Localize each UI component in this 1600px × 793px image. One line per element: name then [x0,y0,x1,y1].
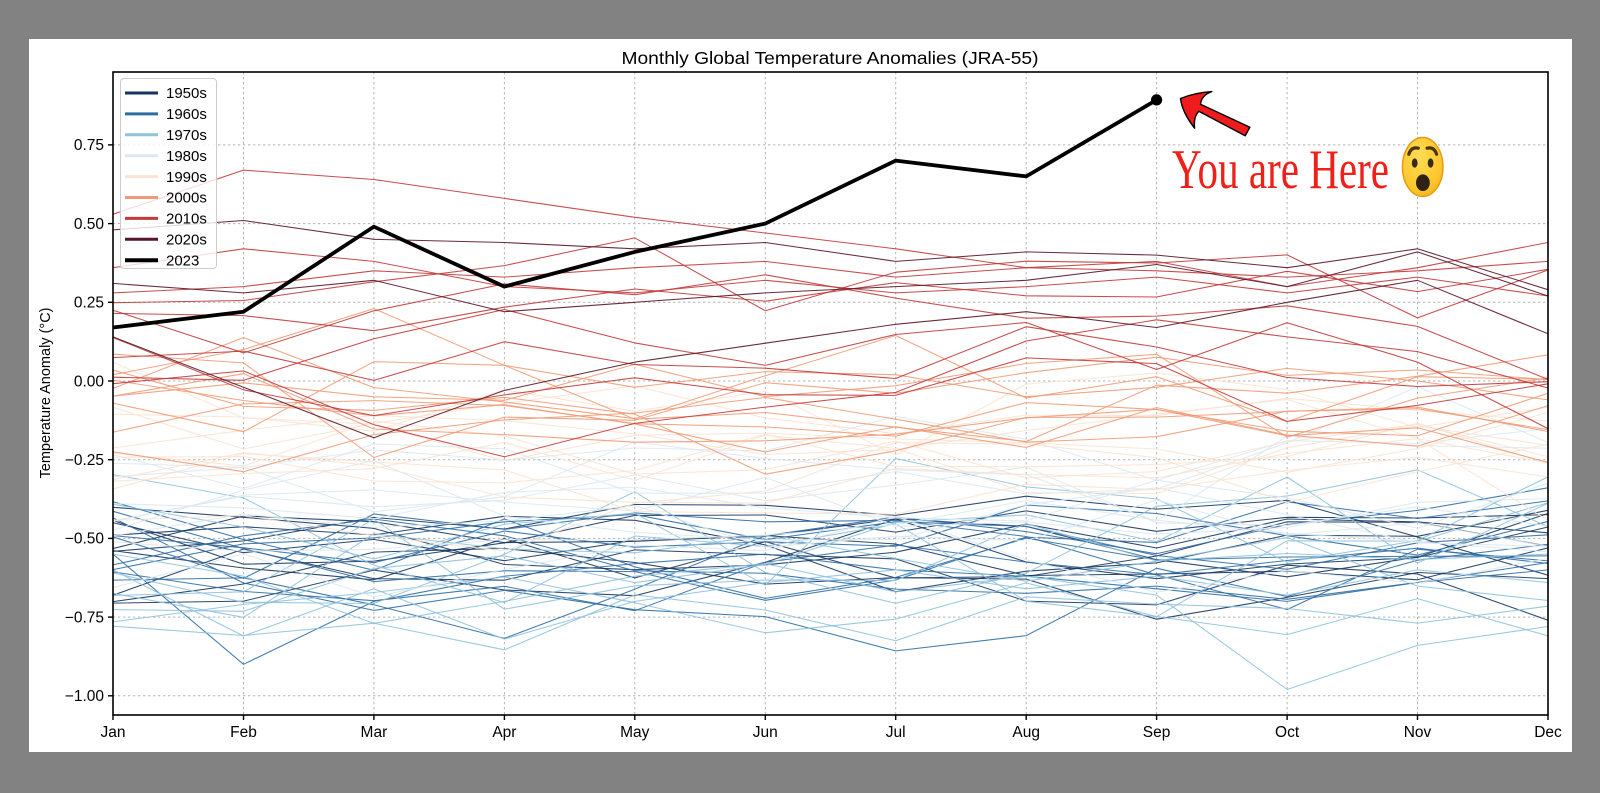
svg-text:1970s: 1970s [166,127,207,144]
svg-text:Sep: Sep [1143,724,1171,741]
svg-text:2010s: 2010s [166,211,207,228]
svg-text:Nov: Nov [1404,724,1432,741]
svg-text:Aug: Aug [1012,724,1040,741]
svg-text:0.50: 0.50 [74,216,105,233]
svg-text:Mar: Mar [361,724,388,741]
svg-text:Temperature Anomaly (°C): Temperature Anomaly (°C) [38,308,54,479]
svg-text:2023: 2023 [166,252,199,269]
svg-text:Apr: Apr [492,724,516,741]
svg-text:1950s: 1950s [166,85,207,102]
svg-text:You are Here: You are Here [1172,139,1389,201]
svg-text:−0.25: −0.25 [65,452,104,469]
svg-text:Jul: Jul [886,724,906,741]
svg-text:0.75: 0.75 [74,137,104,154]
svg-text:Oct: Oct [1275,724,1300,741]
svg-text:0.00: 0.00 [74,373,105,390]
svg-text:May: May [620,724,650,741]
svg-text:2000s: 2000s [166,190,207,207]
svg-text:Monthly Global Temperature Ano: Monthly Global Temperature Anomalies (JR… [622,48,1039,68]
svg-text:−0.50: −0.50 [65,531,105,548]
svg-text:1990s: 1990s [166,169,207,186]
svg-text:Jan: Jan [101,724,126,741]
svg-text:−1.00: −1.00 [65,688,105,705]
svg-text:Feb: Feb [230,724,257,741]
svg-text:2020s: 2020s [166,232,207,249]
svg-text:−0.75: −0.75 [65,609,104,626]
svg-text:Jun: Jun [753,724,778,741]
svg-text:1960s: 1960s [166,106,207,123]
svg-text:1980s: 1980s [166,148,207,165]
svg-text:0.25: 0.25 [74,295,104,312]
svg-text:Dec: Dec [1534,724,1562,741]
